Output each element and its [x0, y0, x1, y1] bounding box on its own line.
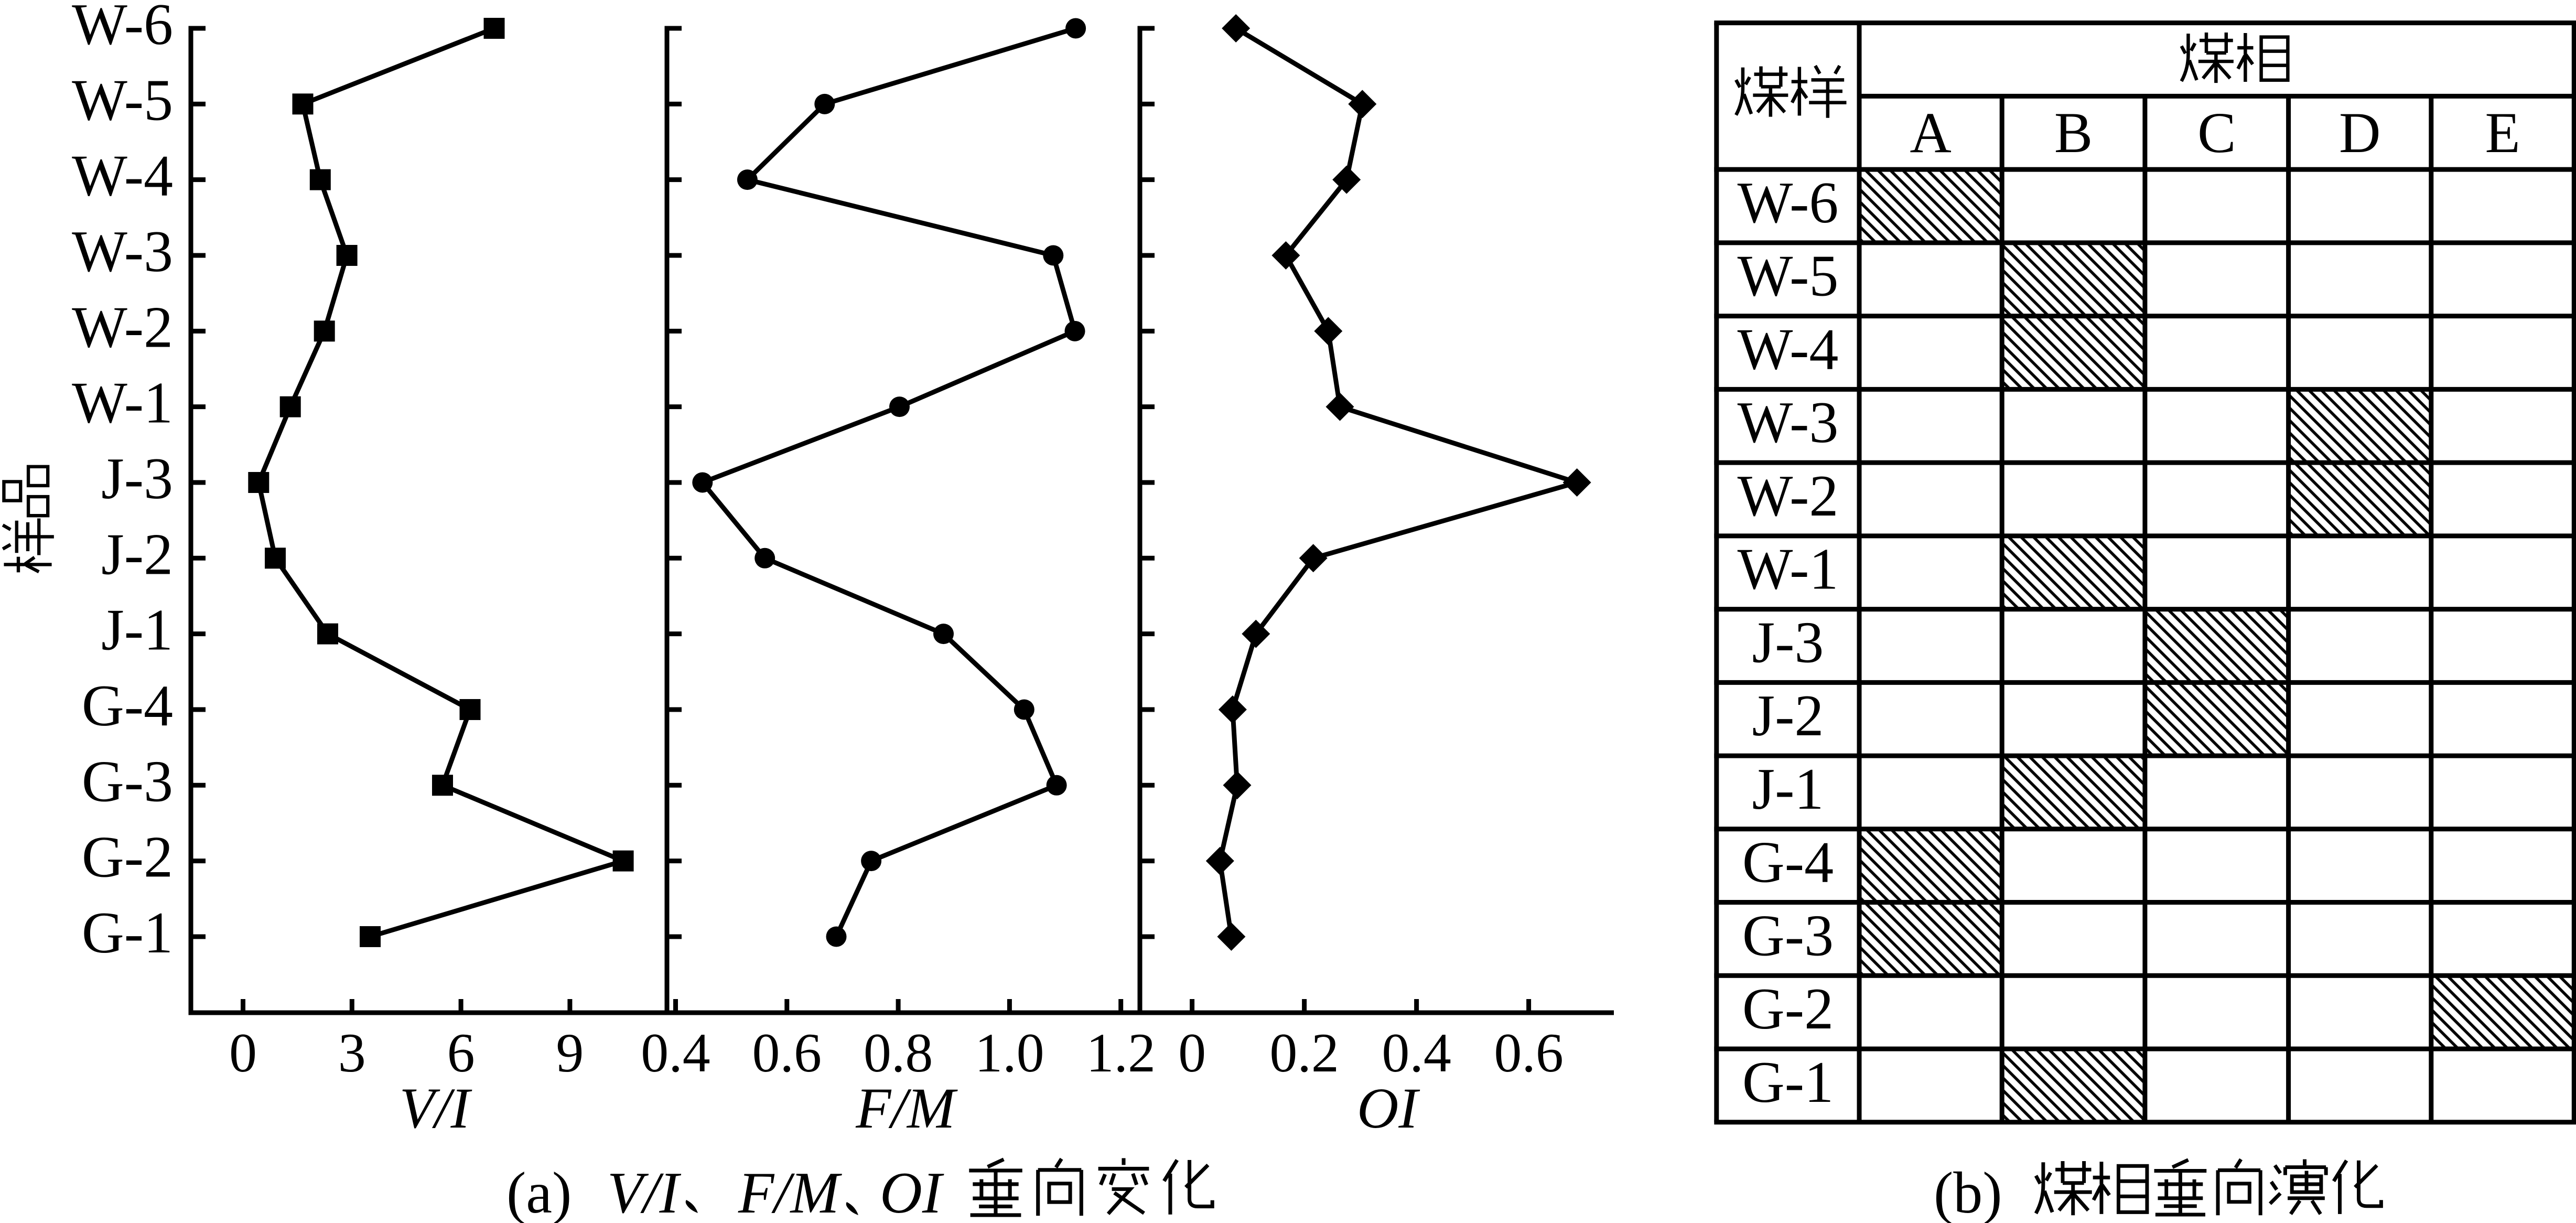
svg-text:(a): (a) [506, 1161, 572, 1223]
svg-text:0.8: 0.8 [864, 1022, 933, 1083]
svg-text:W-2: W-2 [1738, 464, 1839, 529]
svg-text:G-4: G-4 [82, 673, 173, 738]
svg-text:J-1: J-1 [101, 598, 173, 663]
svg-text:9: 9 [556, 1022, 584, 1083]
svg-text:W-5: W-5 [1738, 244, 1839, 309]
svg-text:G-3: G-3 [1742, 903, 1834, 968]
svg-text:A: A [1910, 101, 1951, 165]
svg-text:0.6: 0.6 [752, 1022, 822, 1083]
svg-text:J-3: J-3 [101, 446, 173, 511]
svg-text:W-5: W-5 [72, 68, 173, 133]
svg-text:0: 0 [229, 1022, 257, 1083]
svg-text:0.6: 0.6 [1494, 1022, 1564, 1083]
svg-text:1.0: 1.0 [975, 1022, 1044, 1083]
svg-text:1.2: 1.2 [1086, 1022, 1156, 1083]
svg-text:J-2: J-2 [1752, 683, 1824, 748]
svg-text:G-2: G-2 [82, 825, 173, 890]
svg-text:G-2: G-2 [1742, 977, 1834, 1042]
svg-text:G-1: G-1 [1742, 1050, 1834, 1115]
svg-text:OI: OI [1357, 1076, 1420, 1140]
svg-text:J-1: J-1 [1752, 757, 1824, 822]
svg-text:W-4: W-4 [1738, 317, 1839, 382]
svg-text:(b): (b) [1934, 1161, 2002, 1223]
svg-text:F/M: F/M [738, 1161, 843, 1223]
svg-text:OI: OI [880, 1161, 944, 1223]
svg-text:G-4: G-4 [1742, 830, 1834, 895]
svg-text:E: E [2485, 101, 2520, 165]
svg-text:0.2: 0.2 [1269, 1022, 1339, 1083]
svg-text:W-3: W-3 [1738, 390, 1839, 455]
svg-text:D: D [2339, 101, 2380, 165]
svg-text:W-4: W-4 [72, 144, 173, 209]
svg-text:G-1: G-1 [82, 900, 173, 965]
svg-text:G-3: G-3 [82, 749, 173, 814]
svg-text:0.4: 0.4 [1382, 1022, 1451, 1083]
svg-text:W-3: W-3 [72, 219, 173, 284]
svg-text:W-2: W-2 [72, 295, 173, 360]
svg-text:W-1: W-1 [72, 371, 173, 436]
svg-text:C: C [2197, 101, 2236, 165]
svg-text:W-6: W-6 [1738, 170, 1839, 235]
svg-text:J-3: J-3 [1752, 610, 1824, 675]
svg-text:3: 3 [338, 1022, 366, 1083]
svg-text:J-2: J-2 [101, 522, 173, 587]
svg-text:B: B [2054, 101, 2093, 165]
svg-text:0: 0 [1178, 1022, 1206, 1083]
svg-text:W-6: W-6 [72, 0, 173, 57]
svg-text:V/I: V/I [400, 1076, 472, 1140]
svg-text:6: 6 [447, 1022, 475, 1083]
svg-text:0.4: 0.4 [641, 1022, 710, 1083]
svg-text:W-1: W-1 [1738, 537, 1839, 602]
svg-text:V/I: V/I [607, 1161, 682, 1223]
svg-text:F/M: F/M [855, 1076, 958, 1140]
